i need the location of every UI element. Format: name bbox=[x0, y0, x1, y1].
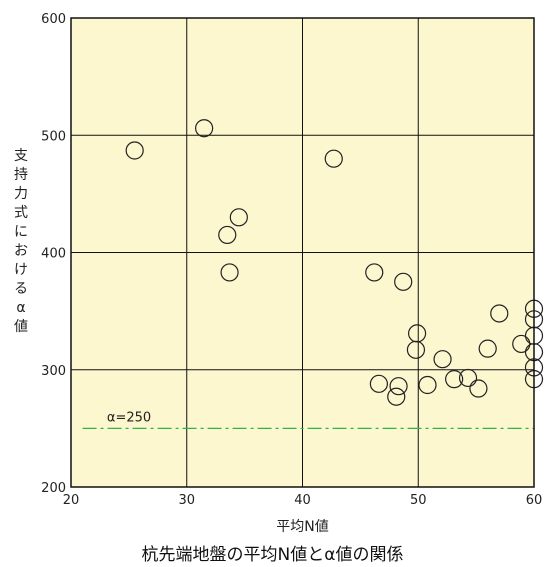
data-point bbox=[490, 304, 509, 323]
data-point bbox=[389, 377, 408, 396]
data-point bbox=[406, 340, 426, 359]
y-axis-label-char: に bbox=[14, 224, 28, 240]
y-tick-label: 200 bbox=[41, 481, 66, 496]
x-axis-label: 平均N値 bbox=[276, 519, 328, 535]
y-axis-label-char: 値 bbox=[14, 319, 28, 335]
x-tick-labels: 20 30 40 50 60 bbox=[63, 493, 543, 508]
x-tick-label: 20 bbox=[63, 493, 80, 508]
y-axis-label-char: 支 bbox=[14, 148, 28, 164]
data-point bbox=[478, 339, 497, 358]
x-tick-label: 30 bbox=[178, 493, 195, 508]
reference-line-label: α=250 bbox=[107, 410, 151, 425]
data-point bbox=[445, 370, 464, 389]
y-tick-label: 600 bbox=[41, 12, 66, 27]
data-point bbox=[365, 263, 384, 282]
data-point bbox=[394, 272, 413, 291]
y-axis-label-char: 持 bbox=[14, 167, 28, 183]
y-axis-label-char: α bbox=[16, 300, 25, 316]
y-tick-label: 400 bbox=[41, 247, 66, 262]
x-tick-label: 40 bbox=[294, 493, 311, 508]
data-point bbox=[324, 149, 343, 168]
x-tick-label: 60 bbox=[526, 493, 543, 508]
y-tick-labels: 200 300 400 500 600 bbox=[41, 12, 66, 496]
y-axis-label-char: お bbox=[14, 243, 28, 259]
data-point bbox=[387, 387, 406, 406]
y-tick-label: 500 bbox=[41, 129, 66, 144]
grid-lines bbox=[71, 18, 534, 487]
data-point bbox=[218, 225, 237, 245]
y-axis-label-char: 式 bbox=[14, 205, 28, 221]
data-point bbox=[220, 263, 239, 282]
y-axis-label-char: 力 bbox=[14, 186, 28, 202]
y-tick-label: 300 bbox=[41, 364, 66, 379]
y-axis-label-char: け bbox=[14, 262, 28, 278]
x-tick-label: 50 bbox=[410, 493, 427, 508]
data-point bbox=[418, 375, 437, 395]
data-point bbox=[469, 379, 488, 398]
data-point bbox=[433, 350, 452, 369]
data-point bbox=[125, 141, 144, 160]
data-point bbox=[458, 368, 478, 388]
data-point bbox=[195, 119, 214, 138]
y-axis-label-char: る bbox=[14, 281, 28, 297]
chart-caption: 杭先端地盤の平均N値とα値の関係 bbox=[142, 545, 404, 565]
data-point bbox=[369, 374, 388, 393]
data-point bbox=[512, 334, 531, 354]
plot-frame bbox=[70, 17, 535, 488]
data-point bbox=[229, 208, 248, 227]
